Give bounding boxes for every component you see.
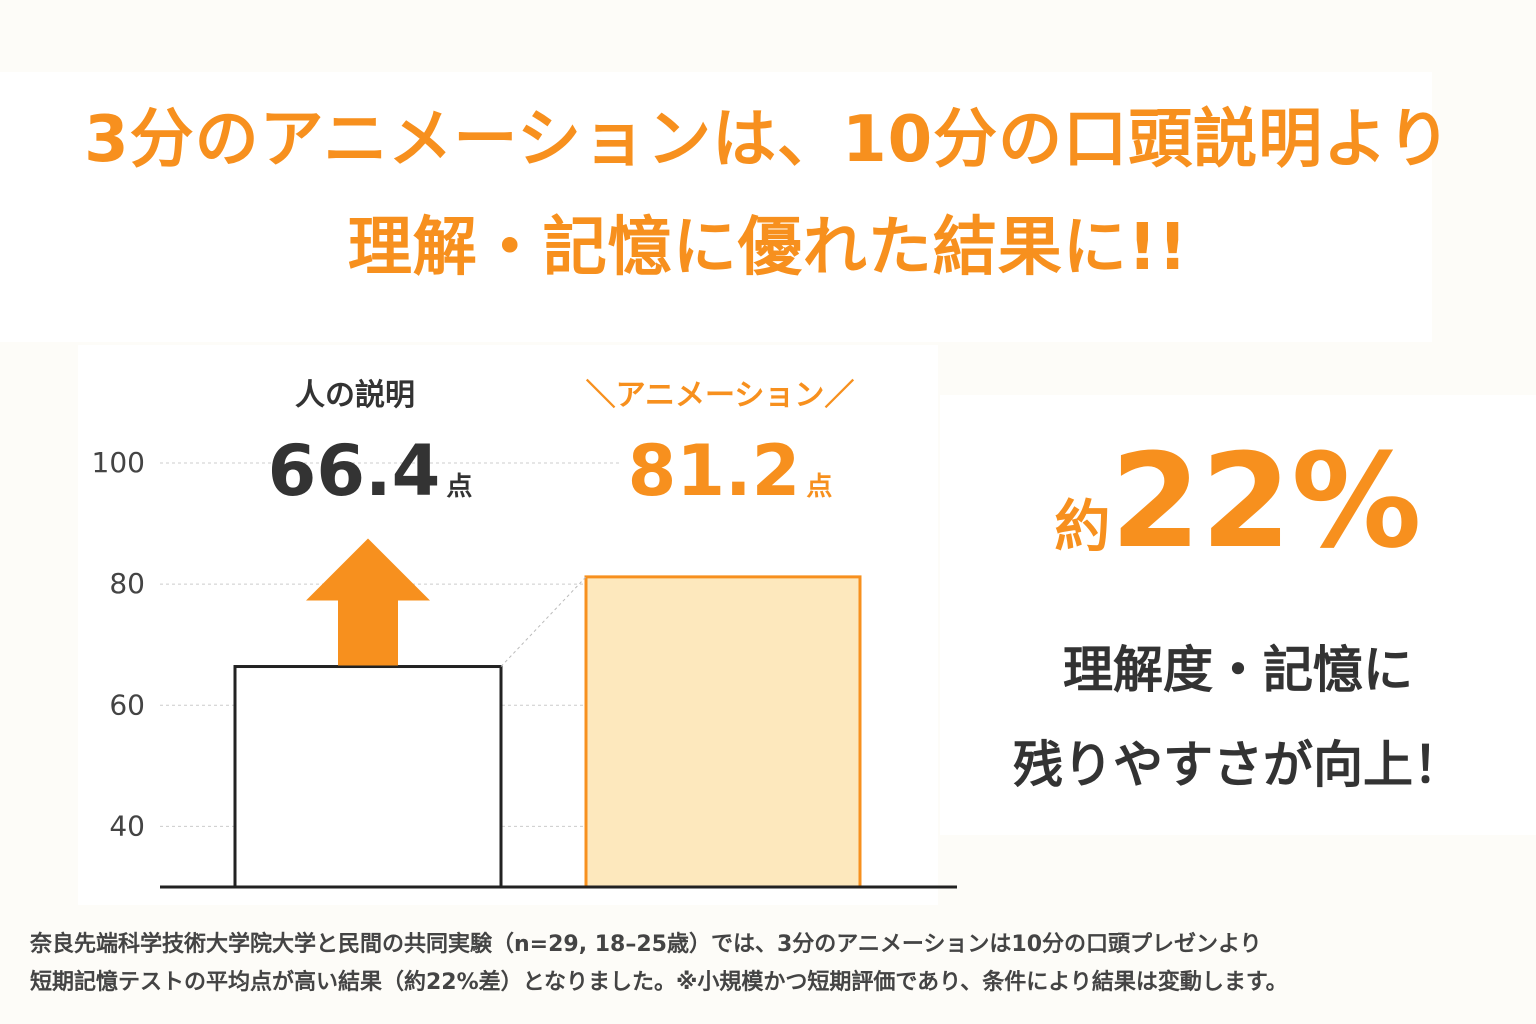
value-unit-human: 点 <box>446 472 473 502</box>
improvement-value: 22% <box>1110 425 1422 577</box>
chart-background <box>78 345 938 905</box>
footnote-line-1: 奈良先端科学技術大学院大学と民間の共同実験（n=29, 18–25歳）では、3分… <box>30 932 1262 957</box>
improvement-stat: 約22% <box>940 425 1536 577</box>
footnote-line-2: 短期記憶テストの平均点が高い結果（約22%差）となりました。※小規模かつ短期評価… <box>30 970 1288 995</box>
value-label-animation: 81.2 点 <box>590 430 870 512</box>
headline-background <box>0 72 1432 342</box>
headline-line-1: 3分のアニメーションは、10分の口頭説明より <box>84 103 1452 177</box>
value-number-animation: 81.2 <box>627 430 801 512</box>
stat-background <box>940 395 1536 835</box>
headline-line-2: 理解・記憶に優れた結果に!! <box>347 211 1189 285</box>
category-label-human: 人の説明 <box>295 378 415 413</box>
category-label-animation: ＼アニメーション／ <box>585 378 855 413</box>
stat-caption-line-2: 残りやすさが向上！ <box>1013 736 1463 794</box>
value-unit-animation: 点 <box>806 472 833 502</box>
stat-caption-line-1: 理解度・記憶に <box>1063 641 1413 699</box>
improvement-prefix: 約 <box>1054 495 1111 560</box>
value-number-human: 66.4 <box>267 430 441 512</box>
value-label-human: 66.4 点 <box>230 430 510 512</box>
